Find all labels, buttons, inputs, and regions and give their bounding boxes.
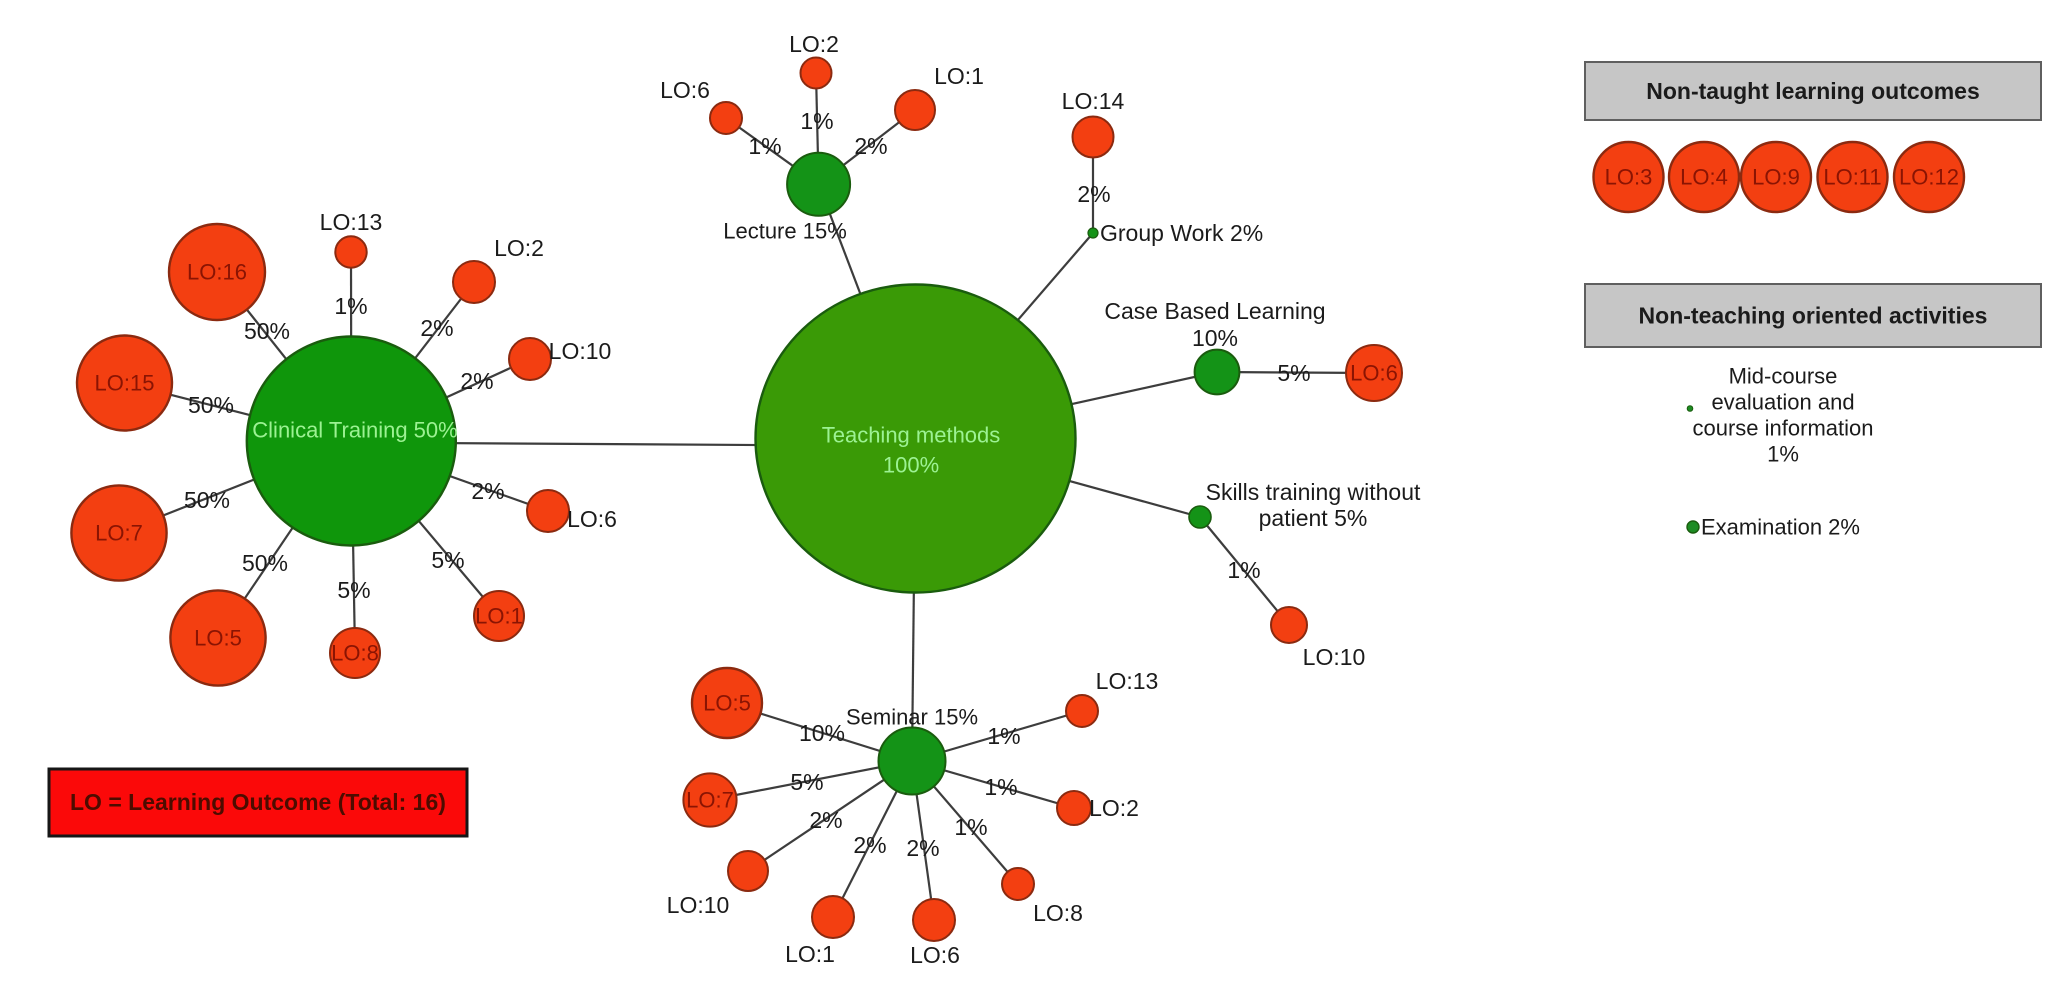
svg-text:LO:8: LO:8 [331, 641, 379, 666]
svg-text:5%: 5% [431, 547, 464, 573]
svg-text:LO:8: LO:8 [1033, 900, 1083, 926]
svg-text:LO:10: LO:10 [667, 892, 730, 918]
svg-text:LO:11: LO:11 [1823, 165, 1881, 190]
svg-text:Group Work 2%: Group Work 2% [1100, 220, 1263, 246]
svg-text:LO:9: LO:9 [1752, 165, 1800, 190]
svg-text:2%: 2% [906, 835, 939, 861]
svg-text:LO:2: LO:2 [789, 31, 839, 57]
svg-text:LO:2: LO:2 [1089, 795, 1139, 821]
svg-text:50%: 50% [244, 318, 290, 344]
svg-text:LO:5: LO:5 [194, 626, 242, 651]
svg-text:Lecture 15%: Lecture 15% [723, 219, 847, 244]
svg-text:LO:13: LO:13 [320, 209, 383, 235]
svg-text:1%: 1% [334, 293, 367, 319]
svg-text:10%: 10% [799, 720, 845, 746]
svg-text:Examination 2%: Examination 2% [1701, 515, 1860, 540]
svg-text:Case Based Learning: Case Based Learning [1104, 298, 1325, 324]
svg-text:LO:14: LO:14 [1062, 88, 1125, 114]
svg-text:1%: 1% [748, 133, 781, 159]
svg-text:LO = Learning Outcome (Total:: LO = Learning Outcome (Total: 16) [70, 789, 446, 815]
svg-text:LO:12: LO:12 [1899, 165, 1959, 190]
svg-text:1%: 1% [800, 108, 833, 134]
svg-text:50%: 50% [188, 392, 234, 418]
svg-text:LO:10: LO:10 [549, 338, 612, 364]
svg-text:LO:1: LO:1 [475, 604, 523, 629]
svg-text:1%: 1% [987, 723, 1020, 749]
svg-text:2%: 2% [853, 832, 886, 858]
svg-text:10%: 10% [1192, 325, 1238, 351]
svg-text:LO:5: LO:5 [703, 691, 751, 716]
svg-text:5%: 5% [1277, 360, 1310, 386]
svg-text:LO:16: LO:16 [187, 260, 247, 285]
svg-text:LO:6: LO:6 [567, 506, 617, 532]
svg-text:LO:6: LO:6 [1350, 361, 1398, 386]
svg-text:LO:6: LO:6 [660, 77, 710, 103]
svg-text:Teaching methods: Teaching methods [822, 423, 1001, 448]
svg-text:LO:13: LO:13 [1096, 668, 1159, 694]
svg-text:1%: 1% [1227, 557, 1260, 583]
svg-text:1%: 1% [954, 814, 987, 840]
svg-text:LO:1: LO:1 [785, 941, 835, 967]
svg-text:LO:7: LO:7 [95, 521, 143, 546]
svg-text:LO:2: LO:2 [494, 235, 544, 261]
svg-text:patient 5%: patient 5% [1259, 505, 1368, 531]
svg-text:course information: course information [1693, 416, 1874, 441]
svg-text:Mid-course: Mid-course [1729, 364, 1838, 389]
svg-text:Non-taught learning outcomes: Non-taught learning outcomes [1646, 78, 1980, 104]
svg-text:LO:3: LO:3 [1605, 165, 1653, 190]
svg-text:50%: 50% [184, 487, 230, 513]
svg-text:50%: 50% [242, 550, 288, 576]
svg-text:evaluation and: evaluation and [1711, 390, 1854, 415]
svg-text:5%: 5% [790, 769, 823, 795]
svg-text:1%: 1% [984, 774, 1017, 800]
svg-text:2%: 2% [854, 133, 887, 159]
svg-text:2%: 2% [471, 478, 504, 504]
svg-text:LO:6: LO:6 [910, 942, 960, 968]
svg-text:Skills training without: Skills training without [1206, 479, 1421, 505]
svg-text:Clinical Training 50%: Clinical Training 50% [252, 417, 457, 442]
svg-text:2%: 2% [420, 315, 453, 341]
svg-text:1%: 1% [1767, 442, 1799, 467]
svg-text:5%: 5% [337, 577, 370, 603]
svg-text:2%: 2% [809, 807, 842, 833]
svg-text:LO:10: LO:10 [1303, 644, 1366, 670]
svg-text:2%: 2% [460, 368, 493, 394]
svg-text:LO:1: LO:1 [934, 63, 984, 89]
svg-text:LO:15: LO:15 [95, 371, 155, 396]
svg-text:Seminar 15%: Seminar 15% [846, 705, 978, 730]
svg-text:100%: 100% [883, 452, 939, 477]
svg-text:2%: 2% [1077, 181, 1110, 207]
svg-text:LO:4: LO:4 [1680, 165, 1728, 190]
svg-text:Non-teaching oriented activiti: Non-teaching oriented activities [1639, 303, 1988, 329]
svg-text:LO:7: LO:7 [686, 788, 734, 813]
